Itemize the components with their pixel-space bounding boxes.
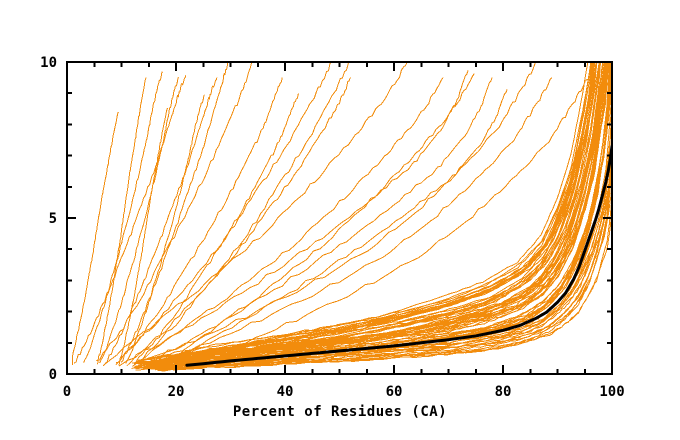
data-series-layer: [71, 62, 612, 372]
x-tick-label: 40: [277, 384, 294, 400]
x-tick-label: 80: [495, 384, 512, 400]
x-axis-label: Percent of Residues (CA): [232, 404, 448, 420]
y-tick-label: 10: [40, 55, 57, 71]
x-tick-label: 20: [168, 384, 185, 400]
x-tick-label: 60: [386, 384, 403, 400]
x-tick-label: 0: [63, 384, 71, 400]
y-tick-label: 5: [49, 211, 57, 227]
axes-layer: [66, 61, 613, 375]
y-tick-label: 0: [49, 367, 57, 383]
tick-labels-layer: 0 20 40 60 80 100 0 5 10: [40, 55, 625, 400]
x-tick-label: 100: [599, 384, 624, 400]
